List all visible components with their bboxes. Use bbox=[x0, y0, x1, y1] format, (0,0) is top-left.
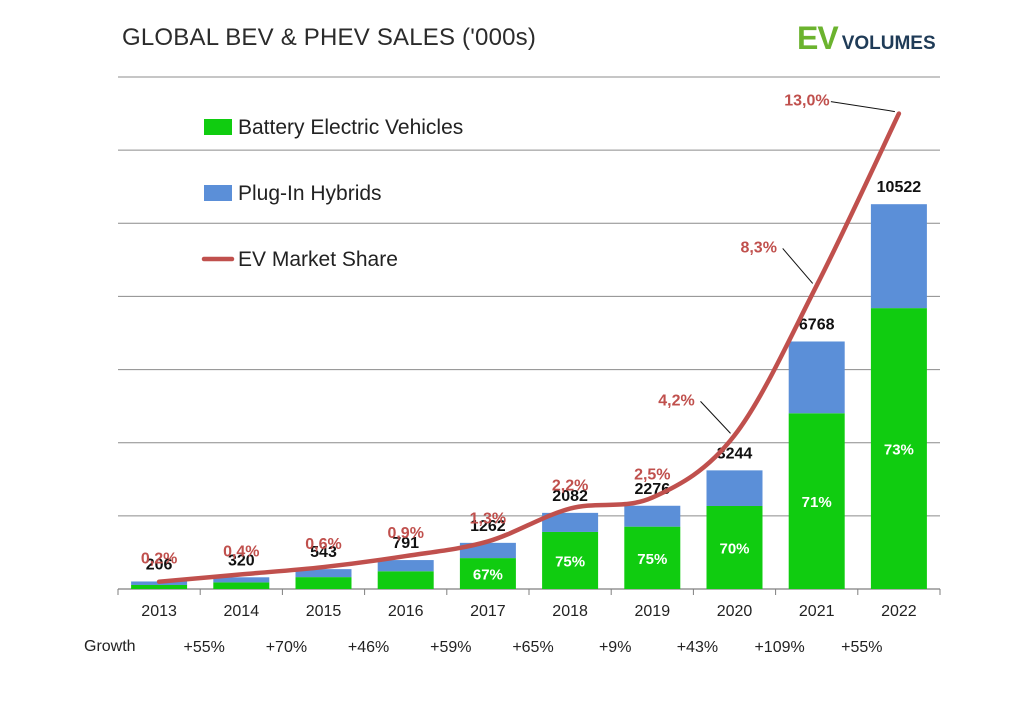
bev-bar bbox=[131, 584, 188, 589]
bar-total-label: 6768 bbox=[799, 316, 835, 333]
bev-share-label: 67% bbox=[473, 567, 503, 584]
market-share-label: 13,0% bbox=[784, 93, 829, 110]
growth-value: +43% bbox=[677, 639, 718, 656]
legend-phev-swatch bbox=[204, 185, 232, 201]
phev-bar bbox=[870, 204, 927, 309]
growth-value: +9% bbox=[599, 639, 631, 656]
market-share-label: 2,5% bbox=[634, 467, 670, 484]
growth-value: +59% bbox=[430, 639, 471, 656]
market-share-callout-line bbox=[830, 101, 895, 113]
x-tick-label: 2022 bbox=[881, 603, 917, 620]
bev-bar bbox=[706, 505, 763, 589]
x-tick-label: 2013 bbox=[141, 603, 177, 620]
phev-bar bbox=[542, 512, 599, 532]
x-tick-label: 2015 bbox=[306, 603, 342, 620]
market-share-label: 4,2% bbox=[658, 392, 694, 409]
bar-total-label: 1262 bbox=[470, 518, 506, 535]
bev-bar bbox=[788, 413, 845, 589]
growth-value: +46% bbox=[348, 639, 389, 656]
legend-bev-swatch bbox=[204, 119, 232, 135]
phev-bar bbox=[377, 560, 434, 572]
bar-total-label: 2082 bbox=[552, 488, 588, 505]
market-share-label: 0,2% bbox=[141, 551, 177, 568]
bev-share-label: 71% bbox=[802, 494, 832, 511]
bar-total-label: 791 bbox=[392, 535, 419, 552]
market-share-label: 0,9% bbox=[387, 525, 423, 542]
market-share-label: 1,3% bbox=[470, 510, 506, 527]
bev-share-label: 75% bbox=[637, 551, 667, 568]
bev-share-label: 75% bbox=[555, 553, 585, 570]
bev-bar bbox=[542, 531, 599, 589]
market-share-label: 2,2% bbox=[552, 478, 588, 495]
market-share-label: 0,4% bbox=[223, 543, 259, 560]
legend-phev-label: Plug-In Hybrids bbox=[238, 182, 382, 205]
phev-bar bbox=[788, 341, 845, 414]
logo-ev: EV bbox=[797, 20, 839, 56]
x-tick-label: 2018 bbox=[552, 603, 588, 620]
x-tick-label: 2019 bbox=[635, 603, 671, 620]
growth-value: +70% bbox=[266, 639, 307, 656]
chart-title: GLOBAL BEV & PHEV SALES ('000s) bbox=[122, 24, 537, 51]
bev-share-label: 70% bbox=[719, 540, 749, 557]
bar-total-label: 206 bbox=[146, 556, 173, 573]
bev-bar bbox=[213, 582, 270, 589]
market-share-label: 0,6% bbox=[305, 536, 341, 553]
bev-share-label: 73% bbox=[884, 442, 914, 459]
growth-value: +55% bbox=[184, 639, 225, 656]
bev-bar bbox=[624, 526, 681, 589]
bar-total-label: 3244 bbox=[717, 445, 753, 462]
market-share-label: 8,3% bbox=[740, 239, 776, 256]
x-tick-label: 2016 bbox=[388, 603, 424, 620]
growth-value: +65% bbox=[512, 639, 553, 656]
phev-bar bbox=[706, 470, 763, 506]
market-share-callout-line bbox=[782, 248, 814, 284]
market-share-line bbox=[156, 111, 902, 584]
legend-bev-label: Battery Electric Vehicles bbox=[238, 116, 463, 139]
x-tick-label: 2014 bbox=[224, 603, 260, 620]
ev-volumes-logo: EV VOLUMES bbox=[797, 20, 936, 57]
bar-total-label: 543 bbox=[310, 544, 337, 561]
bev-bar bbox=[459, 558, 516, 589]
logo-volumes: VOLUMES bbox=[841, 33, 936, 54]
bev-bar bbox=[295, 577, 352, 589]
market-share-callout-line bbox=[700, 401, 731, 434]
phev-bar bbox=[624, 505, 681, 527]
bev-bar bbox=[870, 308, 927, 589]
x-tick-label: 2017 bbox=[470, 603, 506, 620]
bar-total-label: 10522 bbox=[877, 179, 922, 196]
phev-bar bbox=[295, 569, 352, 578]
growth-value: +55% bbox=[841, 639, 882, 656]
growth-value: +109% bbox=[754, 639, 804, 656]
bar-total-label: 320 bbox=[228, 552, 255, 569]
bev-bar bbox=[377, 571, 434, 589]
x-tick-label: 2021 bbox=[799, 603, 835, 620]
phev-bar bbox=[213, 577, 270, 583]
x-tick-label: 2020 bbox=[717, 603, 753, 620]
legend-share-label: EV Market Share bbox=[238, 248, 398, 271]
growth-label: Growth bbox=[84, 638, 136, 655]
